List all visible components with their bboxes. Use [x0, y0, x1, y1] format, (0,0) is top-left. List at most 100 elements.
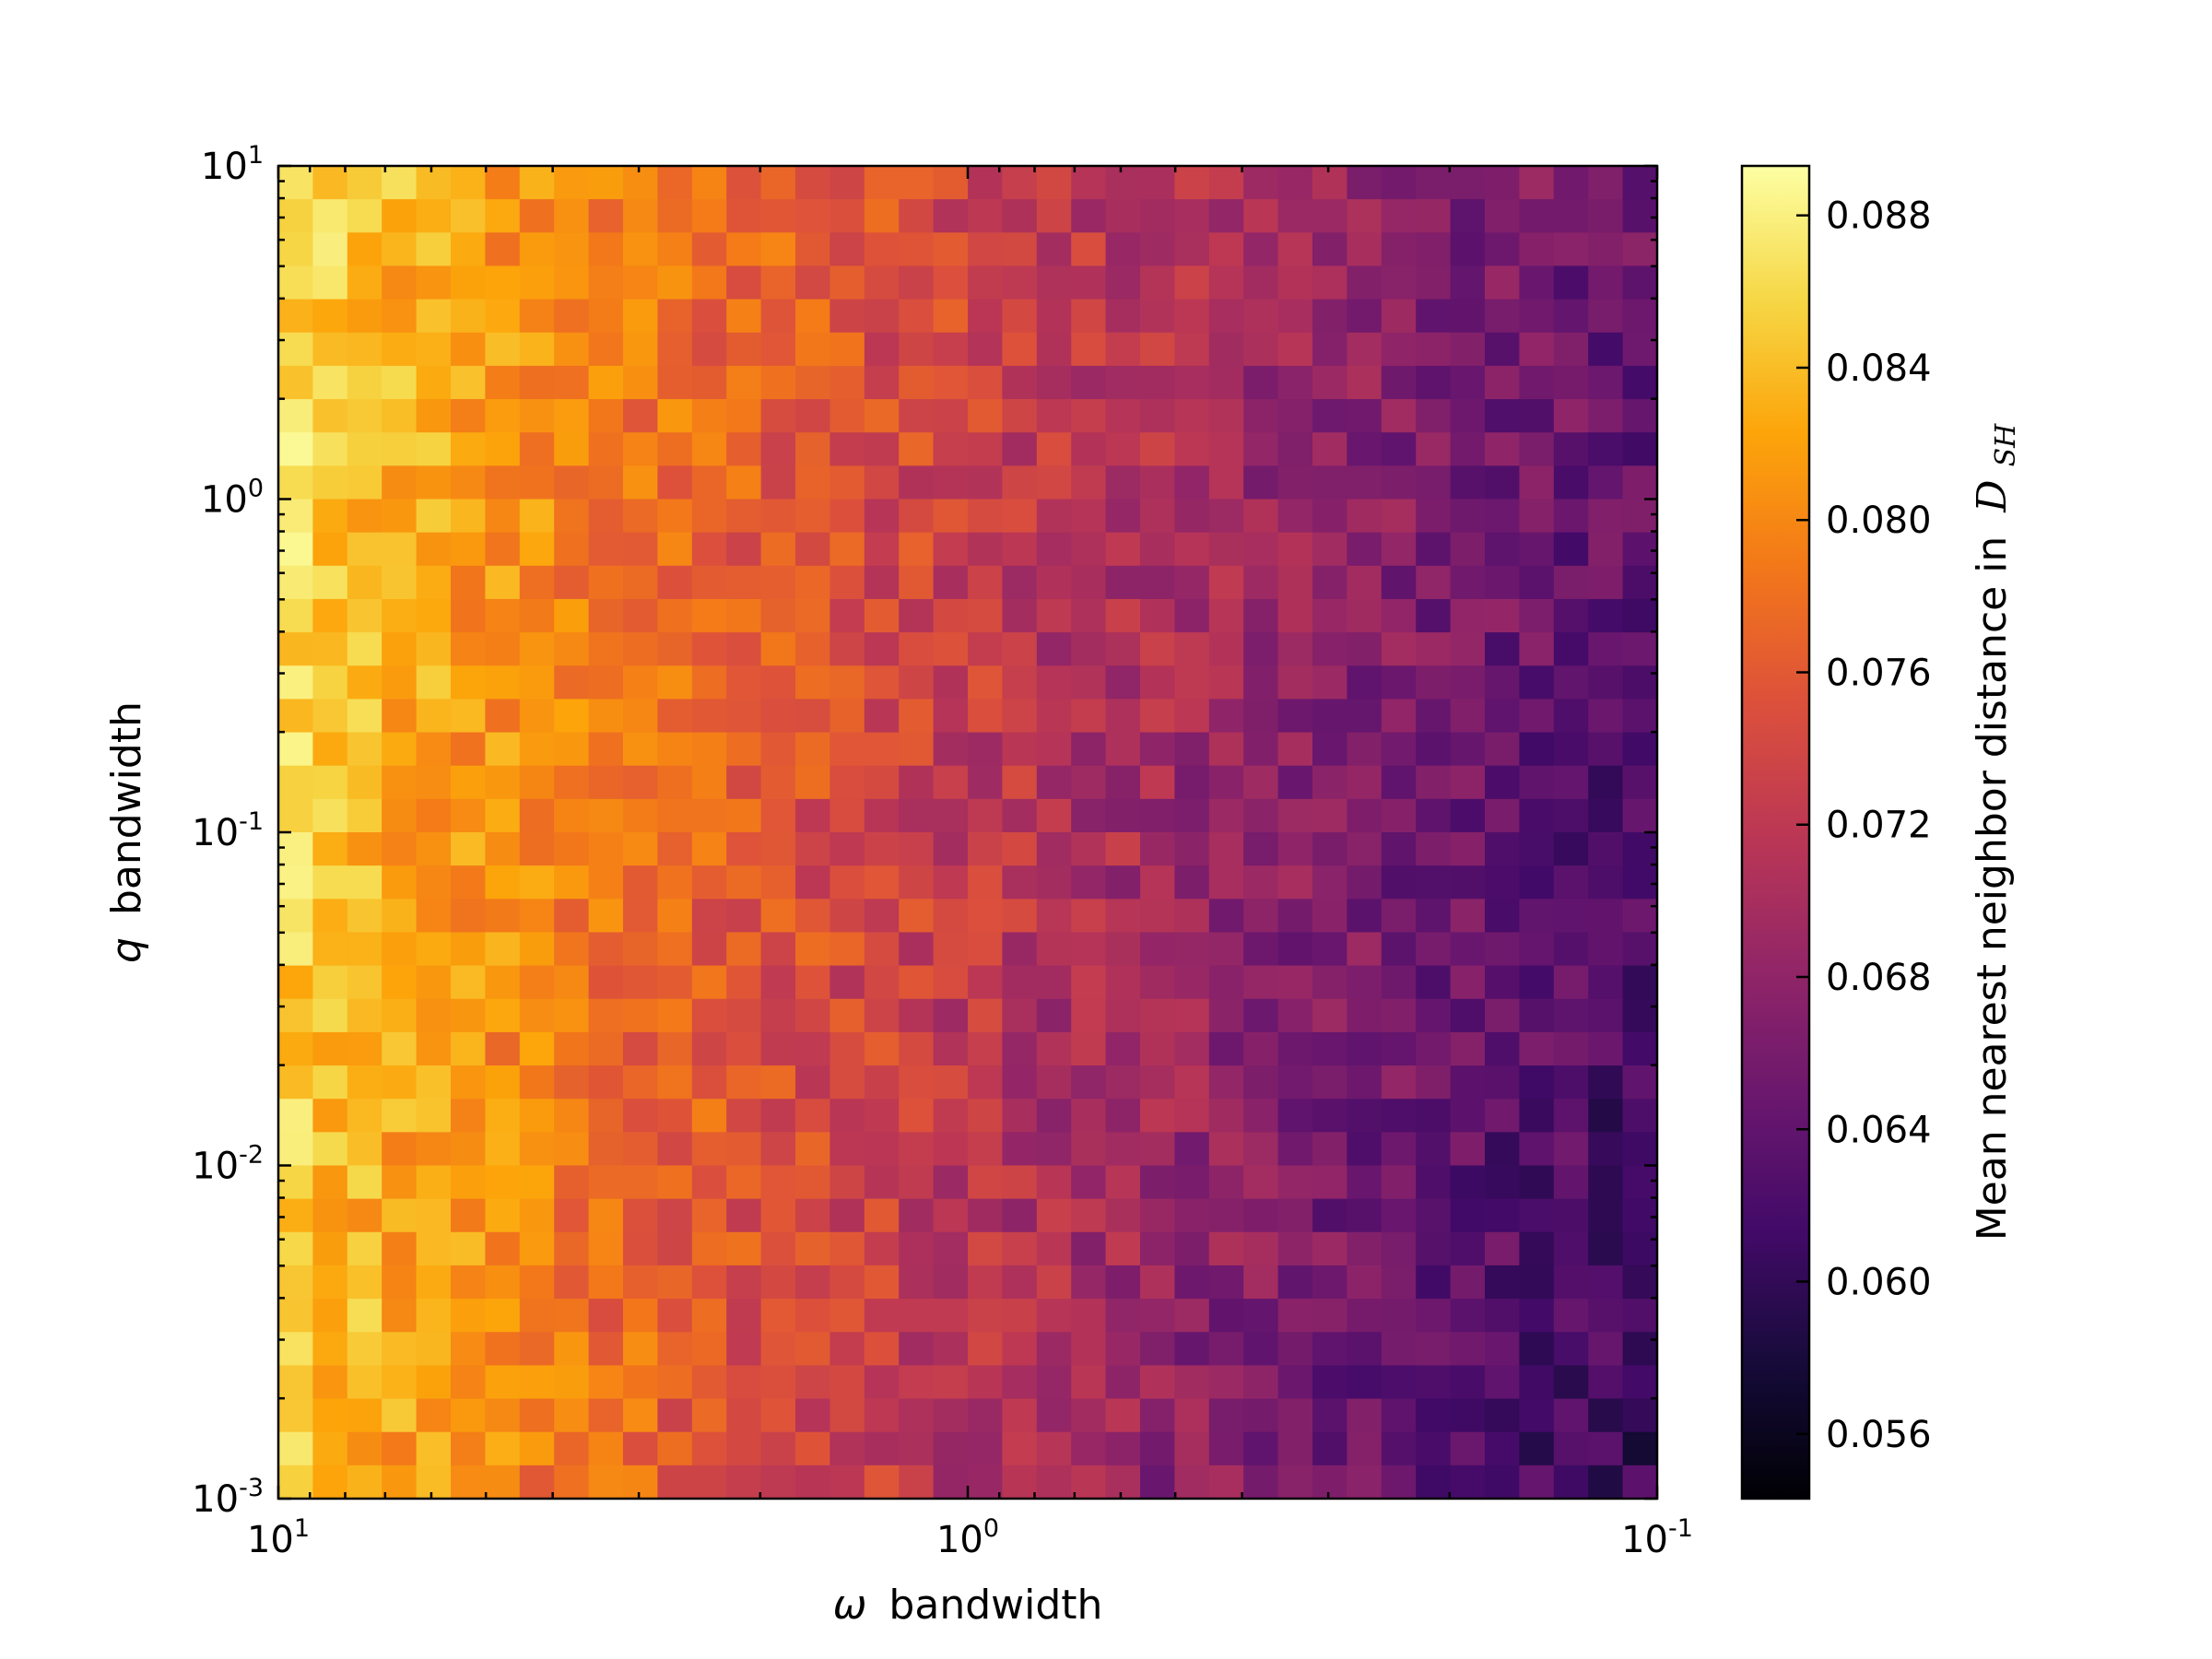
heatmap-cell: [347, 199, 382, 233]
heatmap-cell: [1588, 532, 1624, 567]
heatmap-cell: [933, 166, 969, 200]
heatmap-cell: [588, 932, 624, 967]
heatmap-cell: [519, 532, 555, 567]
heatmap-cell: [1450, 332, 1486, 367]
heatmap-cell: [726, 699, 762, 734]
heatmap-cell: [1208, 465, 1244, 500]
heatmap-cell: [1588, 1299, 1624, 1333]
heatmap-cell: [382, 1299, 418, 1333]
heatmap-cell: [795, 1231, 830, 1266]
heatmap-cell: [864, 1365, 900, 1400]
heatmap-cell: [1347, 1165, 1382, 1200]
heatmap-cell: [1105, 965, 1141, 1000]
heatmap-cell: [1277, 798, 1313, 833]
heatmap-cell: [864, 1099, 900, 1133]
heatmap-cell: [1416, 998, 1452, 1033]
heatmap-cell: [657, 1465, 693, 1500]
heatmap-cell: [1277, 1431, 1313, 1466]
heatmap-cell: [933, 1132, 969, 1167]
heatmap-cell: [864, 998, 900, 1033]
heatmap-cell: [864, 798, 900, 833]
heatmap-cell: [830, 1365, 865, 1400]
heatmap-cell: [1450, 432, 1486, 466]
heatmap-cell: [657, 998, 693, 1033]
heatmap-cell: [451, 998, 486, 1033]
heatmap-cell: [1174, 1299, 1210, 1333]
heatmap-cell: [347, 299, 382, 334]
heatmap-cell: [451, 365, 486, 400]
heatmap-cell: [1036, 1332, 1072, 1366]
heatmap-cell: [1450, 732, 1486, 767]
heatmap-cell: [588, 365, 624, 400]
heatmap-cell: [485, 1031, 521, 1066]
heatmap-cell: [933, 1099, 969, 1133]
heatmap-cell: [416, 1231, 452, 1266]
heatmap-cell: [726, 665, 762, 700]
heatmap-cell: [1243, 965, 1279, 1000]
heatmap-cell: [416, 998, 452, 1033]
heatmap-cell: [1416, 1132, 1452, 1167]
heatmap-cell: [1588, 1065, 1624, 1100]
heatmap-cell: [519, 765, 555, 800]
heatmap-cell: [1485, 1398, 1520, 1433]
heatmap-cell: [485, 1265, 521, 1300]
heatmap-cell: [347, 1332, 382, 1366]
heatmap-cell: [1140, 532, 1175, 567]
heatmap-cell: [864, 499, 900, 534]
heatmap-cell: [830, 432, 865, 466]
heatmap-cell: [760, 499, 796, 534]
heatmap-cell: [451, 1132, 486, 1167]
heatmap-cell: [1036, 598, 1072, 633]
heatmap-cell: [830, 965, 865, 1000]
heatmap-cell: [1381, 1332, 1417, 1366]
heatmap-cell: [1002, 1099, 1038, 1133]
heatmap-cell: [1071, 899, 1107, 934]
heatmap-cell: [899, 1465, 935, 1500]
heatmap-cell: [382, 1265, 418, 1300]
heatmap-cell: [899, 265, 935, 300]
heatmap-cell: [554, 532, 590, 567]
heatmap-cell: [1519, 899, 1555, 934]
heatmap-cell: [1312, 399, 1347, 433]
heatmap-cell: [1588, 332, 1624, 367]
heatmap-cell: [1071, 1099, 1107, 1133]
heatmap-cell: [554, 199, 590, 233]
heatmap-cell: [588, 1198, 624, 1233]
heatmap-cell: [1622, 499, 1658, 534]
heatmap-cell: [1588, 1132, 1624, 1167]
heatmap-cell: [1036, 1198, 1072, 1233]
heatmap-cell: [1416, 1365, 1452, 1400]
heatmap-cell: [382, 299, 418, 334]
heatmap-cell: [1071, 865, 1107, 900]
heatmap-cell: [347, 1365, 382, 1400]
heatmap-cell: [760, 1065, 796, 1100]
heatmap-cell: [1519, 399, 1555, 433]
heatmap-cell: [1553, 1065, 1589, 1100]
heatmap-cell: [1071, 932, 1107, 967]
heatmap-cell: [1553, 665, 1589, 700]
heatmap-cell: [382, 365, 418, 400]
heatmap-cell: [795, 1332, 830, 1366]
heatmap-cell: [968, 432, 1003, 466]
heatmap-cell: [899, 232, 935, 267]
heatmap-cell: [899, 1332, 935, 1366]
heatmap-cell: [1485, 1132, 1520, 1167]
heatmap-cell: [899, 1431, 935, 1466]
heatmap-cell: [1174, 399, 1210, 433]
heatmap-cell: [1450, 965, 1486, 1000]
y-tick-label: 10-1: [192, 807, 264, 854]
heatmap-cell: [864, 1198, 900, 1233]
heatmap-cell: [864, 732, 900, 767]
heatmap-cell: [1450, 532, 1486, 567]
heatmap-cell: [1450, 232, 1486, 267]
heatmap-cell: [795, 998, 830, 1033]
heatmap-cell: [864, 1398, 900, 1433]
heatmap-cell: [1174, 732, 1210, 767]
heatmap-cell: [1071, 166, 1107, 200]
heatmap-cell: [416, 432, 452, 466]
heatmap-cell: [519, 998, 555, 1033]
heatmap-cell: [830, 365, 865, 400]
heatmap-cell: [1588, 399, 1624, 433]
heatmap-cell: [1312, 365, 1347, 400]
heatmap-cell: [1312, 565, 1347, 600]
